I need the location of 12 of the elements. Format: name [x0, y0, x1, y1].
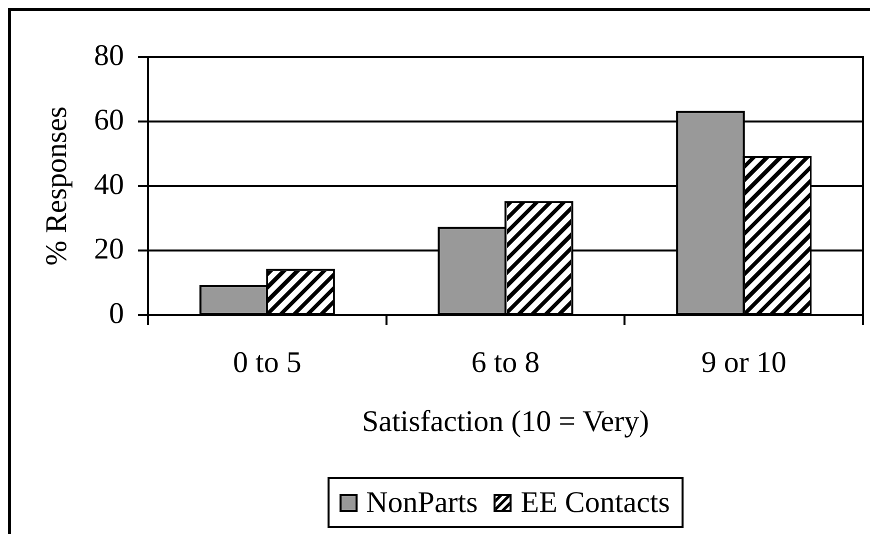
x-tick-label: 6 to 8: [471, 346, 540, 379]
y-tick-label: 80: [94, 38, 124, 72]
x-tick-label: 9 or 10: [701, 346, 786, 379]
legend-label: EE Contacts: [520, 485, 670, 521]
y-axis-title: % Responses: [40, 106, 73, 266]
y-tick-label: 20: [94, 232, 124, 266]
y-tick-label: 60: [94, 103, 124, 136]
x-tick-label: 0 to 5: [232, 346, 302, 379]
y-tick-label: 0: [109, 296, 124, 330]
x-axis-title: Satisfaction (10 = Very): [362, 404, 650, 438]
legend-label: NonParts: [366, 485, 478, 521]
y-tick-label: 40: [94, 168, 124, 201]
